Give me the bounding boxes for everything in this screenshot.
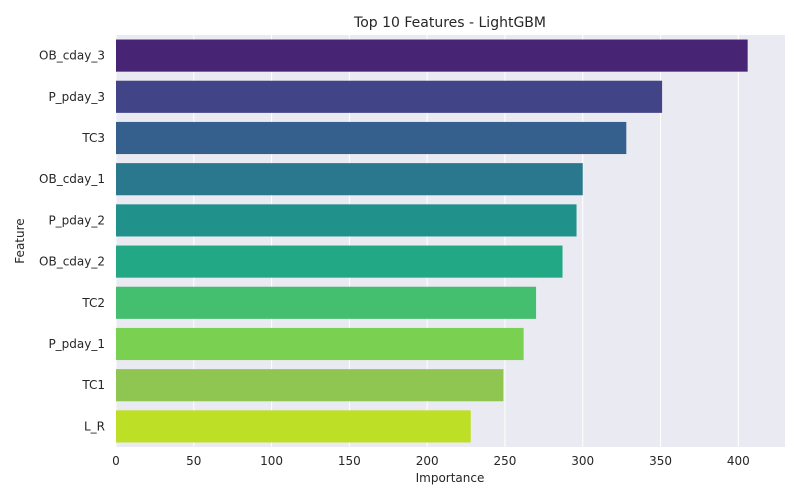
bar-OB_cday_3 xyxy=(116,39,748,72)
y-tick-label: P_pday_2 xyxy=(48,213,105,227)
x-tick-label: 200 xyxy=(416,454,439,468)
bar-P_pday_3 xyxy=(116,80,663,113)
y-tick-labels: OB_cday_3 P_pday_3 TC3 OB_cday_1 P_pday_2 OB_… xyxy=(39,49,105,434)
x-tick-label: 350 xyxy=(649,454,672,468)
y-tick-label: P_pday_1 xyxy=(48,337,105,351)
chart-title: Top 10 Features - LightGBM xyxy=(353,15,546,31)
bar-P_pday_1 xyxy=(116,327,524,361)
x-axis-label: Importance xyxy=(416,471,485,485)
y-tick-label: OB_cday_2 xyxy=(39,255,105,269)
x-tick-label: 250 xyxy=(494,454,517,468)
bar-TC3 xyxy=(116,121,627,155)
x-tick-labels: 0 50 100 150 200 250 300 350 400 xyxy=(112,454,750,468)
x-tick-label: 400 xyxy=(727,454,750,468)
bar-P_pday_2 xyxy=(116,204,577,237)
y-tick-label: TC1 xyxy=(81,378,105,392)
bar-TC2 xyxy=(116,286,537,319)
x-tick-label: 100 xyxy=(260,454,283,468)
bar-L_R xyxy=(116,410,471,443)
y-tick-label: TC3 xyxy=(81,131,105,145)
bar-OB_cday_1 xyxy=(116,163,583,196)
y-tick-label: OB_cday_1 xyxy=(39,172,105,186)
y-tick-label: TC2 xyxy=(81,296,105,310)
bars xyxy=(116,39,748,443)
x-tick-label: 50 xyxy=(186,454,201,468)
x-tick-label: 150 xyxy=(338,454,361,468)
y-tick-label: P_pday_3 xyxy=(48,90,105,104)
x-tick-label: 300 xyxy=(571,454,594,468)
y-axis-label: Feature xyxy=(13,218,27,263)
y-tick-label: L_R xyxy=(84,419,105,433)
bar-OB_cday_2 xyxy=(116,245,563,278)
y-tick-label: OB_cday_3 xyxy=(39,49,105,63)
x-tick-label: 0 xyxy=(112,454,120,468)
bar-TC1 xyxy=(116,369,504,402)
